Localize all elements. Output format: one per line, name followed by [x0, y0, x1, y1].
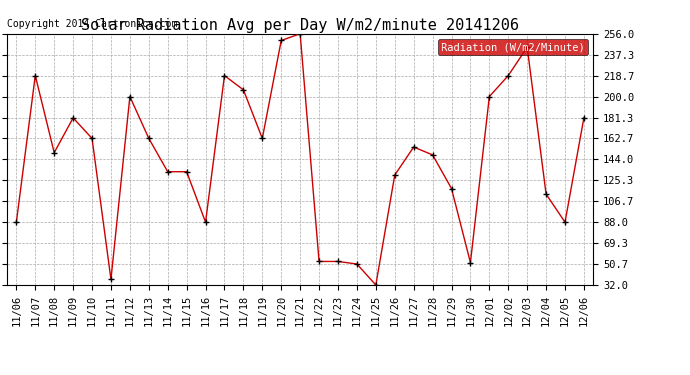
Legend: Radiation (W/m2/Minute): Radiation (W/m2/Minute) [438, 39, 588, 55]
Title: Solar Radiation Avg per Day W/m2/minute 20141206: Solar Radiation Avg per Day W/m2/minute … [81, 18, 519, 33]
Text: Copyright 2014 Cartronics.com: Copyright 2014 Cartronics.com [7, 19, 177, 29]
